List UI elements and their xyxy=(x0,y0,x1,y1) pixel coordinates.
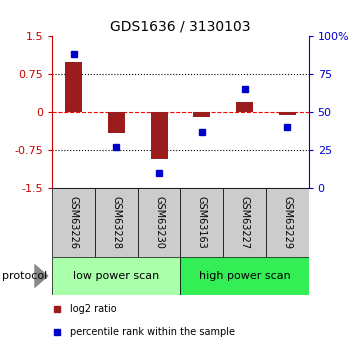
Bar xyxy=(180,257,309,295)
Bar xyxy=(223,188,266,257)
Text: percentile rank within the sample: percentile rank within the sample xyxy=(70,327,235,337)
Polygon shape xyxy=(34,264,49,288)
Text: GSM63230: GSM63230 xyxy=(154,196,164,249)
Bar xyxy=(193,112,210,117)
Bar xyxy=(95,188,138,257)
Text: GSM63229: GSM63229 xyxy=(282,196,292,249)
Bar xyxy=(266,188,309,257)
Bar xyxy=(65,61,82,112)
Bar xyxy=(52,188,95,257)
Text: GSM63227: GSM63227 xyxy=(240,196,249,249)
Text: GSM63226: GSM63226 xyxy=(69,196,79,249)
Bar xyxy=(108,112,125,134)
Text: high power scan: high power scan xyxy=(199,271,291,281)
Text: protocol: protocol xyxy=(2,271,47,281)
Bar xyxy=(151,112,168,159)
Bar xyxy=(180,188,223,257)
Title: GDS1636 / 3130103: GDS1636 / 3130103 xyxy=(110,20,251,34)
Bar xyxy=(52,257,180,295)
Text: GSM63163: GSM63163 xyxy=(197,196,207,249)
Bar xyxy=(279,112,296,115)
Text: GSM63228: GSM63228 xyxy=(112,196,121,249)
Text: low power scan: low power scan xyxy=(73,271,160,281)
Text: log2 ratio: log2 ratio xyxy=(70,304,117,314)
Bar xyxy=(138,188,180,257)
Bar xyxy=(236,102,253,112)
